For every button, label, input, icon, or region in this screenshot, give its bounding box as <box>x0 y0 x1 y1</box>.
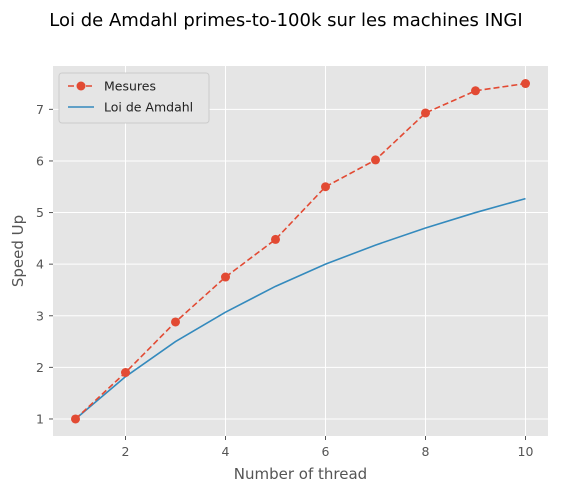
data-point <box>271 234 280 244</box>
y-tick-label: 5 <box>36 205 44 220</box>
data-point <box>71 414 80 424</box>
y-axis-label: Speed Up <box>9 215 27 287</box>
series-layer <box>71 79 530 424</box>
y-tick-label: 3 <box>36 308 44 323</box>
x-axis-label: Number of thread <box>234 465 367 483</box>
series-line <box>74 197 526 420</box>
x-tick-label: 10 <box>518 444 534 459</box>
legend-label: Mesures <box>104 79 156 94</box>
y-tick-label: 4 <box>36 257 44 272</box>
y-tick-label: 2 <box>36 360 44 375</box>
data-point <box>121 368 130 378</box>
data-point <box>171 317 180 327</box>
data-point <box>471 86 480 96</box>
legend: Mesures Loi de Amdahl <box>58 72 210 124</box>
data-point <box>371 155 380 165</box>
y-tick-label: 6 <box>36 153 44 168</box>
chart-title: Loi de Amdahl primes-to-100k sur les mac… <box>49 10 522 31</box>
y-axis-ticks: 1 2 3 4 5 6 7 <box>36 102 53 426</box>
x-tick-label: 8 <box>422 444 430 459</box>
x-axis-ticks: 2 4 6 8 10 <box>122 436 534 459</box>
legend-label: Loi de Amdahl <box>104 100 193 115</box>
x-tick-label: 2 <box>122 444 130 459</box>
data-point <box>221 272 230 282</box>
series-line <box>74 82 526 420</box>
plot-area <box>53 66 548 436</box>
x-tick-label: 4 <box>222 444 230 459</box>
y-tick-label: 7 <box>36 102 44 117</box>
legend-box <box>58 72 210 124</box>
data-point <box>421 108 430 118</box>
data-point <box>521 79 530 89</box>
data-point <box>321 182 330 192</box>
x-tick-label: 6 <box>322 444 330 459</box>
grid-lines <box>53 66 548 436</box>
y-tick-label: 1 <box>36 411 44 426</box>
legend-swatch-marker <box>76 81 86 91</box>
